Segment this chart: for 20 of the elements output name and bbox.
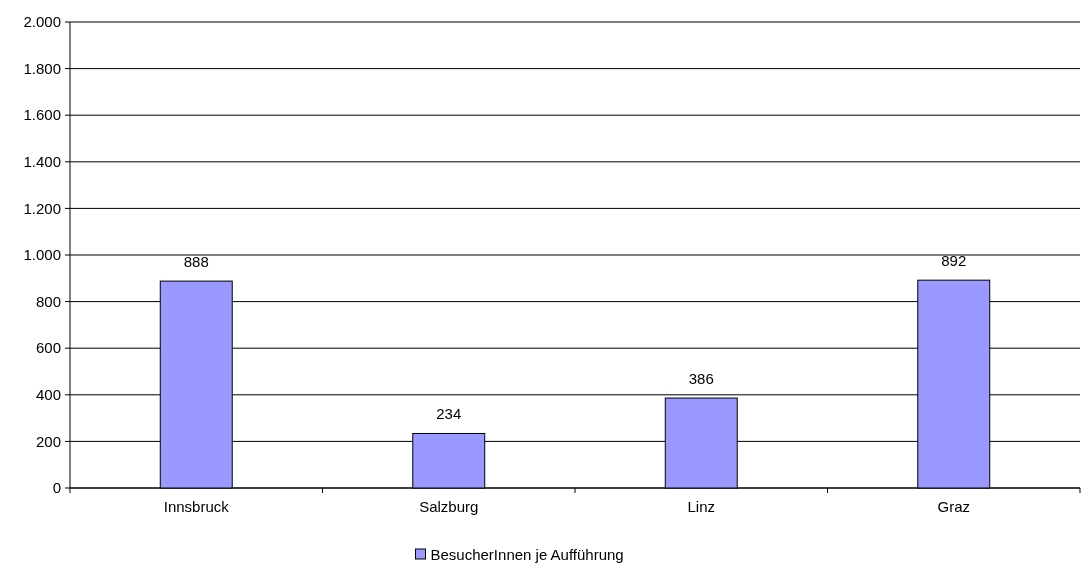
y-tick-label: 1.400 — [23, 153, 61, 171]
y-tick-label: 1.600 — [23, 106, 61, 124]
data-label: 234 — [436, 405, 462, 423]
y-tick-label: 800 — [35, 292, 61, 310]
y-tick-label: 0 — [52, 479, 61, 497]
x-tick-label: Innsbruck — [163, 498, 230, 515]
x-tick-label: Salzburg — [419, 498, 479, 515]
y-tick-label: 400 — [35, 386, 61, 404]
y-tick-label: 600 — [35, 339, 61, 357]
x-tick-label: Graz — [937, 498, 971, 515]
y-tick-label: 2.000 — [23, 13, 61, 31]
legend-label: BesucherInnen je Aufführung — [430, 546, 624, 564]
data-label: 386 — [688, 370, 714, 388]
x-tick-label: Linz — [687, 498, 716, 515]
y-tick-label: 200 — [35, 432, 61, 450]
y-tick-label: 1.800 — [23, 59, 61, 77]
data-label: 888 — [183, 253, 209, 271]
y-tick-label: 1.200 — [23, 199, 61, 217]
y-tick-label: 1.000 — [23, 246, 61, 264]
data-label: 892 — [941, 252, 967, 270]
